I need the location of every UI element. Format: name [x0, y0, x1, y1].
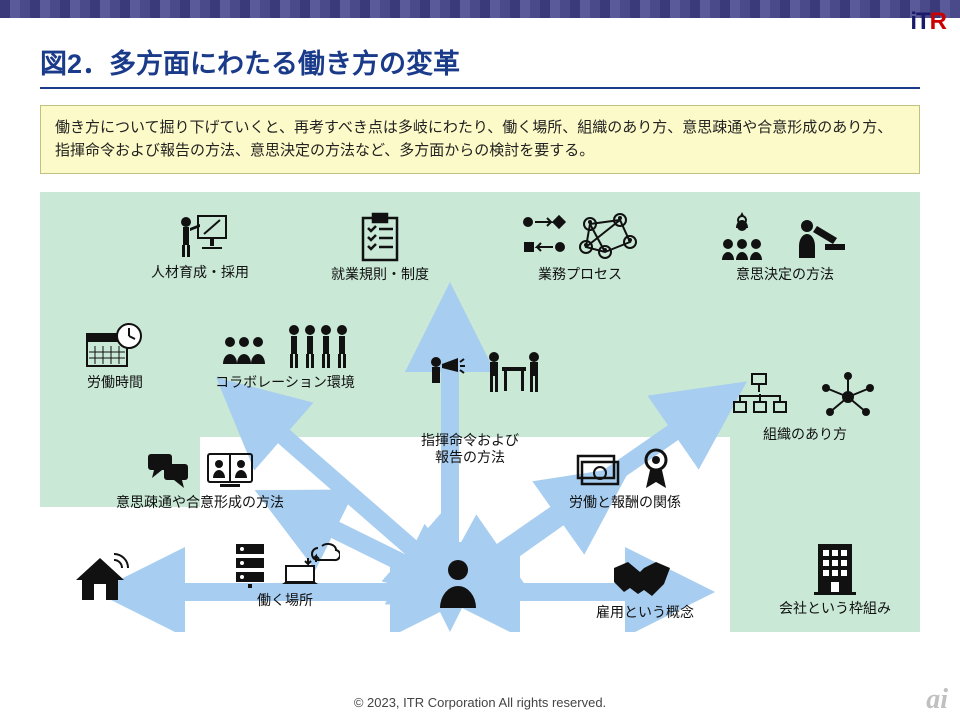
group-people-icon: [190, 322, 380, 370]
node-label: 意思決定の方法: [700, 266, 870, 284]
building-icon: [760, 540, 910, 596]
smart-home-icon: [60, 552, 140, 604]
node-payrel: 労働と報酬の関係: [530, 442, 720, 512]
node-label: 労働時間: [50, 374, 180, 392]
itr-logo: iTR: [910, 8, 946, 36]
node-company: 会社という枠組み: [760, 540, 910, 618]
presentation-icon: [120, 212, 280, 260]
node-label: 人材育成・採用: [120, 264, 280, 282]
watermark: ai: [926, 684, 948, 716]
diagram-canvas: 人材育成・採用 就業規則・制度: [40, 192, 920, 632]
node-label: 働く場所: [200, 592, 370, 610]
handshake-icon: [550, 552, 740, 600]
node-workplace: 働く場所: [200, 540, 370, 610]
node-label: 指揮命令および 報告の方法: [390, 432, 550, 467]
node-label: コラボレーション環境: [190, 374, 380, 392]
node-orgform: 組織のあり方: [710, 372, 900, 444]
orgchart-network-icon: [710, 372, 900, 422]
node-label: 就業規則・制度: [310, 266, 450, 284]
checklist-icon: [310, 212, 450, 262]
logo-t: T: [916, 8, 930, 35]
node-decision: 意思決定の方法: [700, 212, 870, 284]
server-laptop-cloud-icon: [200, 540, 370, 588]
node-collab: コラボレーション環境: [190, 322, 380, 392]
node-label: 労働と報酬の関係: [530, 494, 720, 512]
node-label: 雇用という概念: [550, 604, 740, 622]
person-icon: [428, 558, 488, 608]
megaphone-meeting-icon: [405, 337, 565, 407]
title-underline: [40, 87, 920, 89]
node-label: 組織のあり方: [710, 426, 900, 444]
node-rules: 就業規則・制度: [310, 212, 450, 284]
node-worktime: 労働時間: [50, 322, 180, 392]
money-award-icon: [530, 442, 720, 490]
lead-text: 働き方について掘り下げていくと、再考すべき点は多岐にわたり、働く場所、組織のあり…: [40, 105, 920, 174]
node-label: 意思疎通や合意形成の方法: [70, 494, 330, 512]
node-home: [60, 552, 140, 608]
command-icons: [405, 337, 565, 411]
node-label: 会社という枠組み: [760, 600, 910, 618]
node-label: 業務プロセス: [500, 266, 660, 284]
node-employment: 雇用という概念: [550, 552, 740, 622]
decorative-top-bar: [0, 0, 960, 18]
figure-title: 図2．多方面にわたる働き方の変革: [0, 18, 960, 87]
center-person: [428, 558, 488, 612]
decision-icon: [700, 212, 870, 262]
process-network-icon: [500, 212, 660, 262]
node-command: 指揮命令および 報告の方法: [390, 432, 550, 467]
chat-videocall-icon: [70, 442, 330, 490]
copyright-footer: © 2023, ITR Corporation All rights reser…: [0, 695, 960, 710]
node-hr-dev: 人材育成・採用: [120, 212, 280, 282]
node-comm: 意思疎通や合意形成の方法: [70, 442, 330, 512]
node-process: 業務プロセス: [500, 212, 660, 284]
calendar-clock-icon: [50, 322, 180, 370]
logo-r: R: [930, 8, 946, 35]
